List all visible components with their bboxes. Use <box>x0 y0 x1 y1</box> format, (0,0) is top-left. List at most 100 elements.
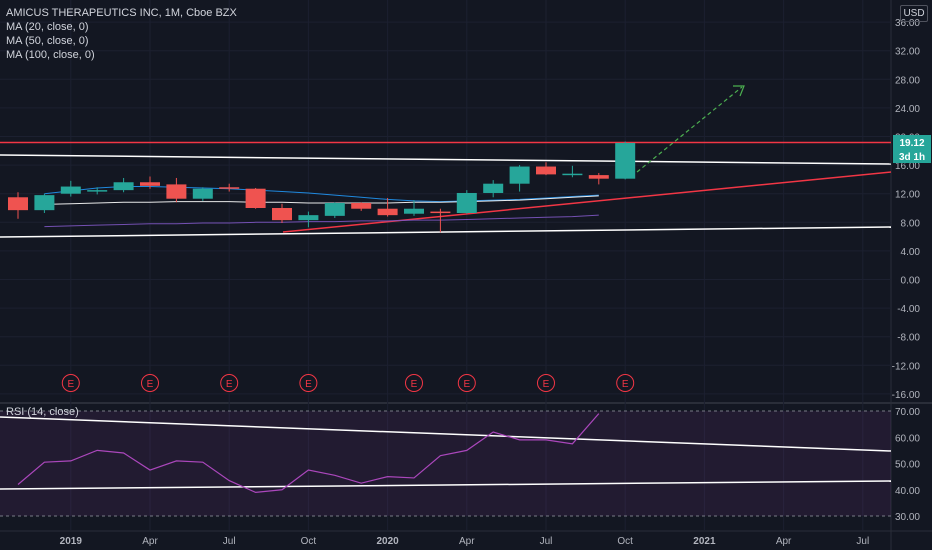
candle[interactable] <box>562 165 583 178</box>
candle-body <box>483 183 504 193</box>
ma20-label[interactable]: MA (20, close, 0) <box>6 21 89 33</box>
earnings-circle <box>405 374 423 392</box>
price-axis-tick: 32.00 <box>895 47 920 58</box>
price-axis-tick: 4.00 <box>901 247 921 258</box>
countdown-text: 3d 1h <box>899 152 925 163</box>
candle[interactable] <box>60 180 81 197</box>
price-axis-tick: 28.00 <box>895 75 920 86</box>
candle[interactable] <box>8 192 28 219</box>
candle[interactable] <box>140 176 160 189</box>
earnings-marker[interactable]: E <box>616 374 635 392</box>
price-axis-tick: -12.00 <box>892 361 921 372</box>
candle-body <box>404 208 424 214</box>
candle-body <box>298 215 319 221</box>
earnings-letter: E <box>463 379 470 390</box>
earnings-marker[interactable]: E <box>457 374 476 392</box>
candle[interactable] <box>615 141 636 180</box>
price-axis-tick: 36.00 <box>895 18 920 29</box>
breakout-arrowhead <box>733 85 745 97</box>
earnings-marker[interactable]: E <box>61 374 80 392</box>
earnings-marker[interactable]: E <box>299 374 318 392</box>
candle[interactable] <box>377 197 398 217</box>
candle[interactable] <box>113 177 134 193</box>
candle[interactable] <box>272 203 292 224</box>
candle-body <box>192 188 213 199</box>
candle[interactable] <box>192 187 213 201</box>
candle[interactable] <box>298 211 319 228</box>
time-axis-tick: Jul <box>540 536 553 547</box>
candle[interactable] <box>219 183 240 192</box>
last-price-badge: 19.12 <box>893 135 931 149</box>
last-price-text: 19.12 <box>899 138 924 149</box>
rsi-line <box>17 413 600 493</box>
moving-average-1 <box>44 186 599 203</box>
candle[interactable] <box>483 180 504 198</box>
rsi-axis-tick: 60.00 <box>895 433 920 444</box>
ma100-label[interactable]: MA (100, close, 0) <box>6 49 95 61</box>
rsi-lower-trendline <box>0 480 892 490</box>
ma50-label[interactable]: MA (50, close, 0) <box>6 35 89 47</box>
price-axis-tick: -8.00 <box>897 333 920 344</box>
candle[interactable] <box>87 187 108 195</box>
rsi-axis-tick: 70.00 <box>895 407 920 418</box>
candle-body <box>60 186 81 194</box>
countdown-box <box>893 149 931 163</box>
candle-body <box>8 197 28 211</box>
currency-badge[interactable]: USD <box>900 5 928 22</box>
candle-body <box>562 173 583 176</box>
candle-body <box>87 190 108 192</box>
earnings-letter: E <box>226 379 233 390</box>
rsi-label[interactable]: RSI (14, close) <box>6 406 79 418</box>
earnings-letter: E <box>67 379 74 390</box>
rsi-axis-tick: 50.00 <box>895 460 920 471</box>
candle[interactable] <box>456 190 477 214</box>
time-axis-tick: Apr <box>142 536 158 547</box>
time-axis-tick: Jul <box>223 536 236 547</box>
candle-body <box>536 166 556 175</box>
candle[interactable] <box>351 202 372 211</box>
earnings-circle <box>299 374 318 392</box>
time-axis-tick: 2021 <box>693 536 716 547</box>
lower-trendline <box>0 226 892 238</box>
candle[interactable] <box>324 202 345 219</box>
upper-trendline <box>0 154 892 165</box>
time-axis-tick: 2020 <box>376 536 399 547</box>
price-axis-tick: -4.00 <box>897 304 920 315</box>
earnings-marker[interactable]: E <box>220 374 239 392</box>
time-axis-tick: Oct <box>301 536 317 547</box>
candle-body <box>34 195 55 211</box>
earnings-circle <box>537 374 555 392</box>
candle-body <box>509 166 530 184</box>
earnings-marker[interactable]: E <box>537 374 555 392</box>
earnings-marker[interactable]: E <box>141 374 159 392</box>
last-price-box <box>893 135 931 149</box>
candle[interactable] <box>245 187 266 209</box>
candle[interactable] <box>404 200 424 216</box>
breakout-arrow <box>636 86 743 173</box>
symbol-title[interactable]: AMICUS THERAPEUTICS INC, 1M, Cboe BZX <box>6 7 237 19</box>
candle[interactable] <box>166 177 187 203</box>
candle-body <box>245 188 266 208</box>
earnings-marker[interactable]: E <box>405 374 423 392</box>
candle-body <box>430 211 451 214</box>
candle[interactable] <box>536 162 556 176</box>
earnings-letter: E <box>411 379 418 390</box>
candle-body <box>113 182 134 191</box>
candle[interactable] <box>34 193 55 214</box>
candle[interactable] <box>509 165 530 192</box>
time-axis-tick: Apr <box>776 536 792 547</box>
candle-body <box>588 175 609 179</box>
rsi-axis-tick: 30.00 <box>895 512 920 523</box>
earnings-circle <box>61 374 80 392</box>
time-axis-tick: Oct <box>617 536 633 547</box>
earnings-letter: E <box>305 379 312 390</box>
candle[interactable] <box>588 172 609 185</box>
price-axis-tick: 12.00 <box>895 190 920 201</box>
candle[interactable] <box>430 208 451 233</box>
earnings-circle <box>457 374 476 392</box>
candle-body <box>324 202 345 216</box>
support-trendline <box>282 171 892 233</box>
